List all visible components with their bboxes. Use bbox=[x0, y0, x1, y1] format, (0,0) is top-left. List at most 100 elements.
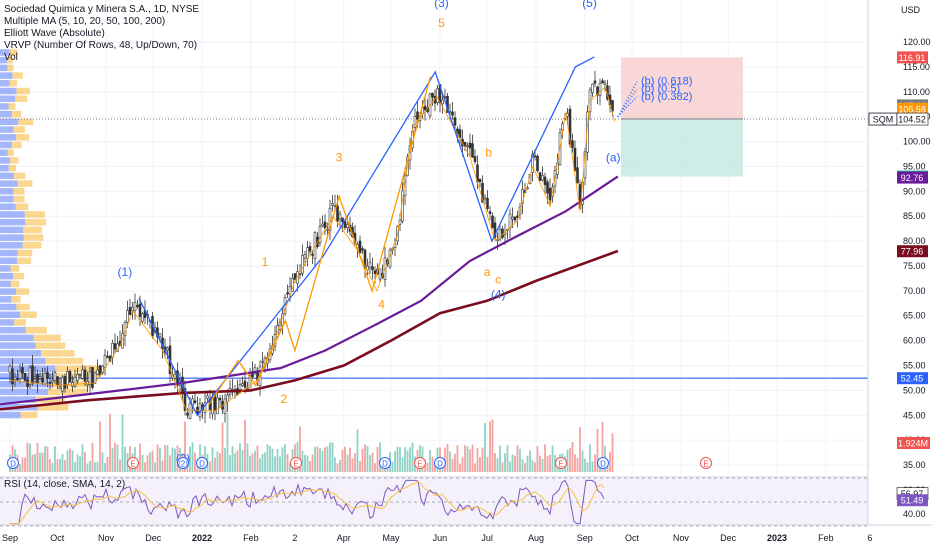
volume-profile-down bbox=[20, 411, 38, 419]
volume-bar bbox=[499, 445, 501, 472]
volume-bar bbox=[276, 449, 279, 472]
volume-bar bbox=[106, 457, 109, 472]
volume-bar bbox=[494, 453, 496, 472]
volume-profile-down bbox=[17, 180, 33, 187]
price-tick-label: 90.00 bbox=[903, 186, 926, 196]
volume-bar bbox=[496, 458, 499, 472]
candle-body bbox=[96, 369, 99, 375]
candle-body bbox=[91, 366, 94, 388]
candle-body bbox=[51, 379, 54, 383]
event-marker-label: (2) bbox=[178, 460, 188, 469]
legend-rsi[interactable]: RSI (14, close, SMA, 14, 2) bbox=[4, 479, 126, 490]
volume-profile-up bbox=[0, 56, 8, 64]
event-marker-label: D bbox=[10, 460, 16, 469]
volume-bar bbox=[301, 450, 304, 472]
candle-body bbox=[111, 342, 114, 358]
legend-vol[interactable]: Vol bbox=[4, 52, 18, 63]
volume-bar bbox=[511, 454, 514, 472]
volume-bar bbox=[411, 442, 414, 472]
volume-bar bbox=[546, 455, 549, 472]
candle-body bbox=[541, 174, 544, 181]
event-marker-label: E bbox=[293, 460, 298, 469]
candle-body bbox=[511, 216, 514, 220]
volume-profile-down bbox=[10, 265, 20, 272]
volume-bar bbox=[361, 448, 364, 472]
volume-bar bbox=[61, 454, 64, 472]
volume-profile-up bbox=[0, 95, 16, 102]
volume-bar bbox=[591, 461, 594, 472]
ma-200-line bbox=[0, 249, 619, 411]
volume-bar bbox=[354, 453, 356, 472]
volume-bar bbox=[376, 446, 379, 472]
volume-profile-up bbox=[0, 80, 10, 87]
volume-profile-down bbox=[13, 188, 25, 195]
volume-bar bbox=[306, 455, 309, 472]
candle-body bbox=[136, 304, 139, 308]
event-marker bbox=[127, 457, 139, 469]
volume-bar bbox=[611, 433, 614, 472]
volume-bar bbox=[374, 463, 376, 472]
price-label-text: 106.58 bbox=[898, 104, 926, 114]
candle-body bbox=[336, 205, 339, 222]
volume-bar bbox=[334, 457, 336, 472]
candle-body bbox=[211, 397, 214, 415]
volume-profile-down bbox=[35, 342, 66, 349]
volume-bar bbox=[176, 445, 179, 472]
volume-bar bbox=[571, 442, 574, 472]
volume-bar bbox=[514, 455, 516, 472]
candle-body bbox=[83, 369, 87, 382]
price-tick-label: 65.00 bbox=[903, 311, 926, 321]
wave-label: b bbox=[485, 145, 492, 159]
volume-bar bbox=[459, 463, 461, 472]
legend-elliott[interactable]: Elliott Wave (Absolute) bbox=[4, 28, 105, 39]
volume-bar bbox=[244, 419, 246, 472]
event-marker bbox=[196, 457, 208, 469]
price-label-text: 116.91 bbox=[899, 53, 926, 63]
volume-bar bbox=[41, 452, 44, 472]
time-tick-label: Dec bbox=[720, 533, 737, 543]
volume-bar bbox=[266, 444, 269, 472]
time-tick-label: 6 bbox=[867, 533, 872, 543]
volume-profile-down bbox=[11, 296, 21, 303]
volume-bar bbox=[69, 448, 71, 472]
candle-body bbox=[28, 367, 32, 385]
volume-bar bbox=[399, 447, 401, 472]
volume-profile-up bbox=[0, 303, 17, 311]
wave-label: 3 bbox=[336, 150, 343, 164]
volume-bar bbox=[364, 444, 366, 472]
event-marker-label: E bbox=[417, 460, 422, 469]
currency-label: USD bbox=[901, 5, 921, 15]
legend-ma[interactable]: Multiple MA (5, 10, 20, 50, 100, 200) bbox=[4, 16, 166, 27]
legend-symbol[interactable]: Sociedad Quimica y Minera S.A., 1D, NYSE bbox=[4, 4, 200, 15]
legend-vrvp[interactable]: VRVP (Number Of Rows, 48, Up/Down, 70) bbox=[4, 40, 198, 51]
volume-bar bbox=[551, 445, 554, 472]
price-label bbox=[897, 372, 928, 385]
time-tick-label: Aug bbox=[528, 533, 544, 543]
volume-profile-up bbox=[0, 188, 14, 195]
volume-profile-up bbox=[0, 411, 21, 419]
event-marker-label: D bbox=[600, 460, 606, 469]
candle-body bbox=[326, 229, 329, 231]
wave-label: 5 bbox=[438, 16, 445, 30]
volume-bar bbox=[309, 460, 311, 472]
volume-profile-down bbox=[13, 195, 25, 203]
candle-body bbox=[76, 374, 79, 381]
volume-bar bbox=[191, 442, 194, 472]
rsi-tick-label: 40.00 bbox=[903, 509, 926, 519]
volume-bar bbox=[19, 463, 21, 472]
candle-body bbox=[546, 181, 549, 194]
price-axis bbox=[868, 0, 932, 550]
candle-body bbox=[16, 378, 19, 381]
candle-body bbox=[158, 333, 162, 337]
volume-profile-down bbox=[25, 218, 47, 226]
candle-body bbox=[103, 354, 107, 368]
candle-body bbox=[373, 270, 377, 274]
time-tick-label: 2022 bbox=[192, 533, 212, 543]
volume-bar bbox=[246, 443, 249, 472]
volume-profile-up bbox=[0, 64, 8, 72]
volume-bar bbox=[139, 443, 141, 472]
candle-body bbox=[206, 395, 209, 399]
volume-bar bbox=[26, 442, 29, 472]
